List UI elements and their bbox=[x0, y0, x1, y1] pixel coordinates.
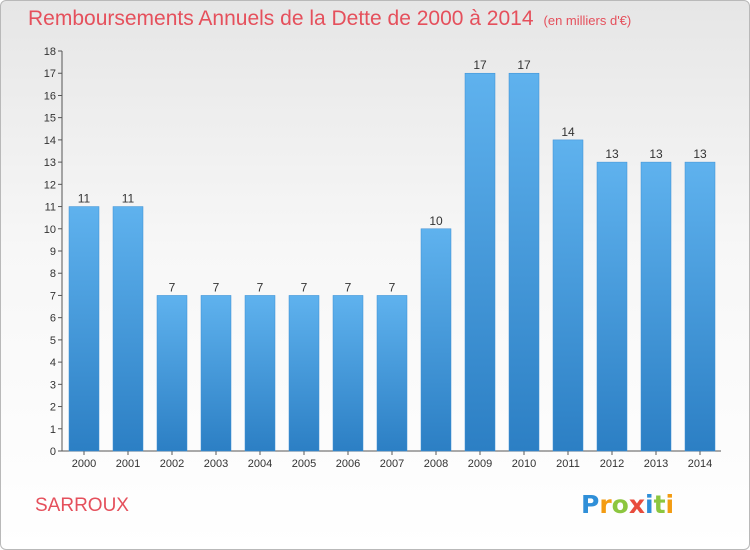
bar-value-label: 7 bbox=[213, 280, 220, 294]
x-tick-label: 2013 bbox=[644, 458, 668, 470]
chart-value-labels: 11 11 7 7 7 7 7 7 10 17 17 14 13 13 13 bbox=[78, 58, 707, 294]
bar bbox=[420, 228, 452, 452]
bar bbox=[112, 206, 144, 452]
y-tick-label: 4 bbox=[50, 357, 56, 369]
x-tick-label: 2012 bbox=[600, 458, 624, 470]
bar bbox=[244, 295, 276, 452]
y-tick-label: 3 bbox=[50, 379, 56, 391]
x-tick-label: 2007 bbox=[380, 458, 404, 470]
chart-title-text: Remboursements Annuels de la Dette de 20… bbox=[28, 7, 534, 30]
logo-letter: t bbox=[653, 490, 666, 519]
y-tick-label: 11 bbox=[45, 202, 56, 214]
x-tick-label: 2006 bbox=[336, 458, 360, 470]
y-tick-label: 2 bbox=[50, 402, 56, 414]
y-tick-label: 8 bbox=[50, 268, 56, 280]
bar bbox=[376, 295, 408, 452]
bar-value-label: 7 bbox=[301, 280, 308, 294]
y-tick-label: 10 bbox=[44, 224, 56, 236]
x-tick-label: 2004 bbox=[248, 458, 272, 470]
bar-value-label: 17 bbox=[473, 58, 487, 72]
x-tick-label: 2011 bbox=[556, 458, 580, 470]
bar bbox=[332, 295, 364, 452]
bar bbox=[596, 161, 628, 452]
bar bbox=[684, 161, 716, 452]
x-tick-label: 2005 bbox=[292, 458, 316, 470]
x-tick-label: 2001 bbox=[116, 458, 140, 470]
y-tick-label: 0 bbox=[50, 446, 56, 458]
bar bbox=[508, 72, 540, 452]
logo-letter: i bbox=[665, 490, 675, 519]
y-tick-label: 17 bbox=[44, 68, 56, 80]
bar bbox=[68, 206, 100, 452]
bar bbox=[288, 295, 320, 452]
bar bbox=[464, 72, 496, 452]
logo-letter: o bbox=[611, 490, 629, 519]
bar bbox=[200, 295, 232, 452]
x-tick-label: 2000 bbox=[72, 458, 96, 470]
bar-value-label: 7 bbox=[389, 280, 396, 294]
proxiti-logo: Proxiti bbox=[581, 490, 674, 519]
y-tick-label: 13 bbox=[44, 157, 56, 169]
logo-letter: x bbox=[628, 490, 645, 519]
y-tick-label: 7 bbox=[50, 290, 56, 302]
x-tick-label: 2002 bbox=[160, 458, 184, 470]
x-tick-label: 2008 bbox=[424, 458, 448, 470]
bar bbox=[640, 161, 672, 452]
bar-value-label: 10 bbox=[429, 214, 443, 228]
logo-letter: i bbox=[645, 490, 654, 519]
y-tick-label: 16 bbox=[44, 90, 56, 102]
bar-value-label: 14 bbox=[561, 125, 575, 139]
y-tick-label: 12 bbox=[44, 179, 56, 191]
x-tick-label: 2014 bbox=[688, 458, 712, 470]
logo-letter: P bbox=[581, 490, 600, 519]
bar-value-label: 13 bbox=[649, 147, 663, 161]
bar-value-label: 7 bbox=[345, 280, 352, 294]
y-tick-label: 1 bbox=[50, 424, 56, 436]
bar-value-label: 11 bbox=[78, 192, 91, 206]
y-tick-label: 6 bbox=[50, 313, 56, 325]
bar bbox=[552, 139, 584, 452]
bar-value-label: 11 bbox=[122, 192, 135, 206]
bar-value-label: 17 bbox=[517, 58, 531, 72]
bar-value-label: 13 bbox=[693, 147, 707, 161]
bar-value-label: 7 bbox=[169, 280, 176, 294]
chart-unit: (en milliers d'€) bbox=[543, 13, 632, 28]
bar-value-label: 7 bbox=[257, 280, 264, 294]
x-tick-label: 2010 bbox=[512, 458, 536, 470]
chart-title: Remboursements Annuels de la Dette de 20… bbox=[28, 7, 631, 31]
chart-bars bbox=[68, 72, 716, 452]
y-tick-label: 18 bbox=[44, 46, 56, 58]
y-tick-label: 9 bbox=[50, 246, 56, 258]
x-tick-label: 2009 bbox=[468, 458, 492, 470]
x-tick-label: 2003 bbox=[204, 458, 228, 470]
y-tick-label: 14 bbox=[44, 135, 56, 147]
y-tick-label: 5 bbox=[50, 335, 56, 347]
bar bbox=[156, 295, 188, 452]
y-tick-label: 15 bbox=[44, 113, 56, 125]
bar-value-label: 13 bbox=[605, 147, 619, 161]
place-name: SARROUX bbox=[35, 495, 129, 516]
logo-letter: r bbox=[599, 490, 612, 519]
